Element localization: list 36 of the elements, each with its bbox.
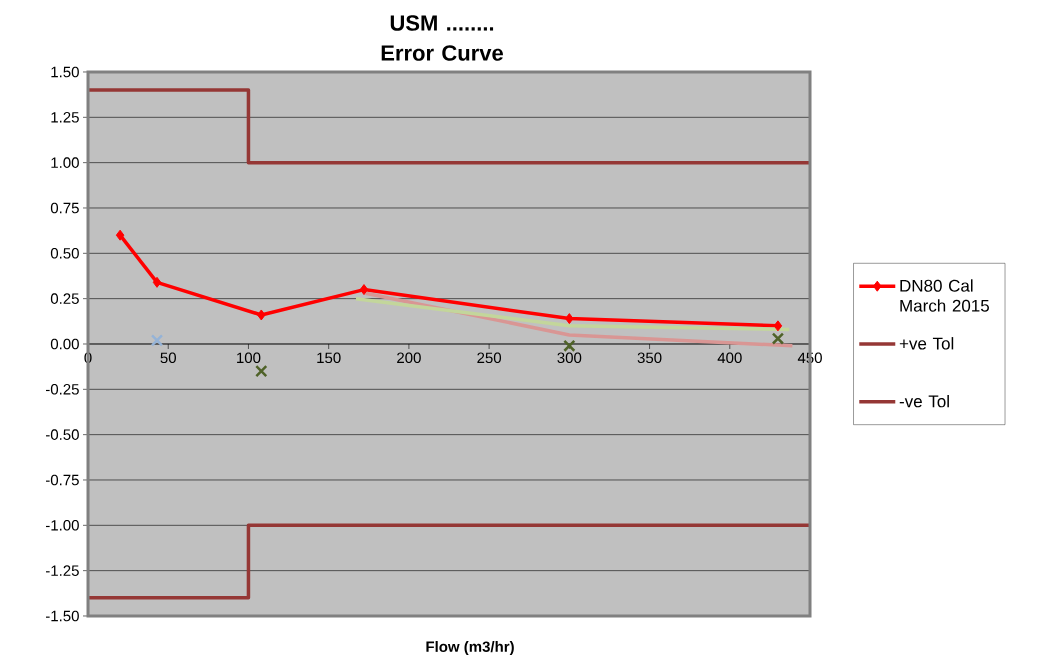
y-tick-label: -1.00 [45,520,79,531]
point [152,276,162,288]
x-tick-label: 350 [637,352,662,364]
y-tick-label: -1.25 [45,565,79,576]
point [773,320,783,332]
point [563,339,576,352]
point [359,284,369,296]
x-tick-label: 50 [160,352,176,364]
point [771,332,785,345]
point [255,364,268,378]
y-tick-label: 0.50 [50,248,79,259]
legend-label: DN80 Cal March 2015 [900,279,989,312]
x-tick-label: 200 [397,352,421,364]
y-tick-label: 0.75 [50,202,79,214]
point [115,229,125,241]
legend-label: -ve Tol [899,394,949,408]
x-tick-label: 100 [237,352,261,364]
x-axis-title: Flow (m3/hr) [426,640,514,655]
x-tick-label: 300 [557,352,582,364]
point [565,313,574,325]
y-tick-label: 0.25 [50,293,79,304]
point [257,309,266,321]
y-tick-label: -0.25 [45,384,79,395]
y-tick-label: -1.50 [45,610,79,622]
x-tick-label: 400 [717,352,742,364]
y-tick-label: 1.50 [51,66,79,78]
y-tick-label: -0.50 [45,429,79,440]
point [150,334,164,347]
legend-label: +ve Tol [899,337,954,350]
x-tick-label: 150 [317,352,341,364]
y-tick-label: -0.75 [45,474,79,486]
y-tick-label: 1.25 [51,112,79,123]
chart-title: USM ........ Error Curve [381,15,503,61]
x-tick-label: 250 [477,352,502,364]
y-tick-label: 1.00 [51,157,79,168]
y-tick-label: 0.00 [50,338,79,350]
